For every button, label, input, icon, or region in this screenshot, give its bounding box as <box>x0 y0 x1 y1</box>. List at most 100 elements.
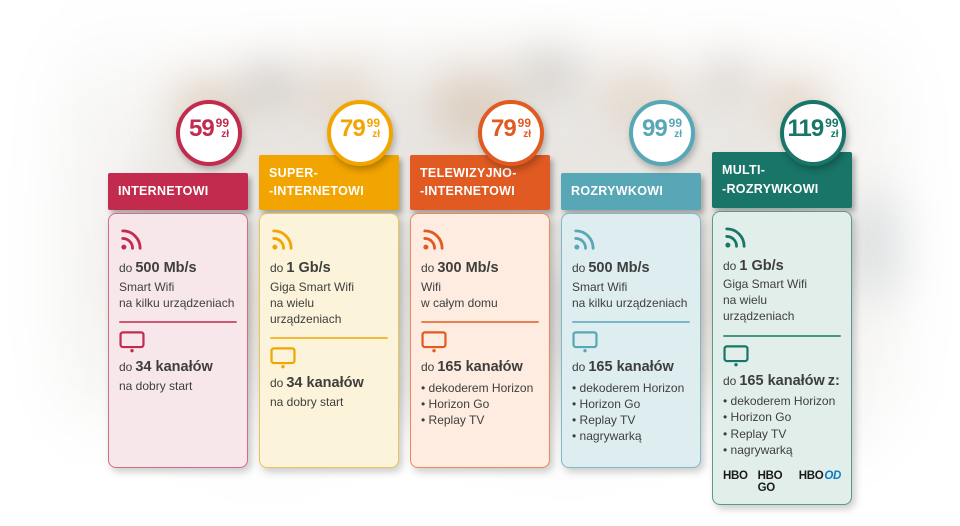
internet-speed-prefix: do <box>119 261 133 275</box>
bullet-item: Horizon Go <box>572 396 690 412</box>
plan-card-super-internetowi[interactable]: 79 99 zł SUPER- -INTERNETOWI <box>259 100 399 468</box>
tv-channels-prefix: do <box>572 359 586 374</box>
internet-speed-value: 500 Mb/s <box>588 260 650 276</box>
plan-header-zone: TELEWIZYJNO- -INTERNETOWI <box>410 152 550 210</box>
internet-detail: na wielu urządzeniach <box>270 295 342 326</box>
tv-channels-line: do 165 kanałów z: <box>723 372 841 392</box>
bullet-item: Replay TV <box>572 412 690 428</box>
internet-speed-line: do 1 Gb/s <box>270 259 388 279</box>
hbo-od-base: HBO <box>798 469 824 482</box>
tv-channels-prefix: do <box>723 373 737 388</box>
plan-ribbon: ROZRYWKOWI <box>561 173 701 210</box>
plan-ribbon: MULTI- -ROZRYWKOWI <box>712 152 852 208</box>
tv-channels-line: do 34 kanałów <box>270 374 388 394</box>
internet-speed-value: 500 Mb/s <box>135 260 197 276</box>
plan-card-telewizyjno-internetowi[interactable]: 79 99 zł TELEWIZYJNO- -INTERNETOWI <box>410 100 550 468</box>
feature-bullets: dekoderem Horizon Horizon Go Replay TV n… <box>572 380 690 445</box>
plan-card-multi-rozrywkowi[interactable]: 119 99 zł MULTI- -ROZRYWKOWI <box>712 100 852 505</box>
plan-name-line: -INTERNETOWI <box>269 184 365 199</box>
price-cents: 99 <box>215 116 230 130</box>
bullet-item: dekoderem Horizon <box>723 393 841 409</box>
internet-detail: na kilku urządzeniach <box>572 295 688 310</box>
tv-icon <box>421 331 447 353</box>
tv-channels-prefix: do <box>270 376 284 391</box>
internet-name: Smart Wifi <box>119 279 175 294</box>
price-amount: 119 <box>787 115 824 142</box>
tv-icon <box>119 331 145 353</box>
bullet-item: nagrywarką <box>572 428 690 444</box>
plan-details: do 500 Mb/s Smart Wifi na kilku urządzeni… <box>561 213 701 468</box>
tv-channels-suffix: z: <box>827 372 840 389</box>
price-badge: 59 99 zł <box>176 100 242 166</box>
plan-name-line: -INTERNETOWI <box>420 184 516 199</box>
hbo-logos: HBO HBO GO HBOOD <box>723 458 841 494</box>
plan-name-line: TELEWIZYJNO- <box>420 165 517 180</box>
tv-detail: na dobry start <box>119 378 193 393</box>
plan-header-zone: ROZRYWKOWI <box>561 152 701 210</box>
feature-bullets: dekoderem Horizon Horizon Go Replay TV <box>421 380 539 429</box>
tv-channels-value: 165 kanałów <box>588 358 674 375</box>
feature-bullets: dekoderem Horizon Horizon Go Replay TV n… <box>723 393 841 458</box>
plan-card-rozrywkowi[interactable]: 99 99 zł ROZRYWKOWI do 500 Mb/s <box>561 100 701 468</box>
hbo-go-logo: HBO GO <box>757 469 783 494</box>
price-cents: 99 <box>366 116 381 130</box>
internet-speed-line: do 300 Mb/s <box>421 259 539 279</box>
background-blob <box>240 50 295 105</box>
wifi-icon <box>725 226 746 248</box>
plan-name-line: MULTI- <box>722 163 766 177</box>
internet-detail: w całym domu <box>421 295 498 310</box>
price-badge: 79 99 zł <box>478 100 544 166</box>
bullet-item: dekoderem Horizon <box>572 380 690 396</box>
wifi-icon <box>121 229 142 250</box>
plan-details: do 1 Gb/s Giga Smart Wifi na wielu urządz… <box>712 210 852 505</box>
price-cents: 99 <box>517 116 532 130</box>
price-amount: 59 <box>188 115 215 142</box>
price-currency: zł <box>523 129 532 140</box>
internet-name: Wifi <box>421 279 441 294</box>
bullet-item: nagrywarką <box>723 442 841 458</box>
tv-channels-prefix: do <box>421 359 435 374</box>
background-blob <box>700 45 755 100</box>
plan-name-line: ROZRYWKOWI <box>571 184 664 199</box>
price-amount: 99 <box>641 115 668 142</box>
background-blob <box>520 35 580 90</box>
internet-speed-line: do 500 Mb/s <box>572 259 690 279</box>
price-currency: zł <box>674 129 683 140</box>
plan-details: do 1 Gb/s Giga Smart Wifi na wielu urządz… <box>259 213 399 468</box>
internet-speed-value: 1 Gb/s <box>286 260 331 276</box>
tv-channels-value: 34 kanałów <box>286 375 364 392</box>
bullet-item: Horizon Go <box>421 396 539 412</box>
section-divider <box>270 337 388 340</box>
price-currency: zł <box>372 129 381 140</box>
background-blob <box>850 190 930 300</box>
tv-channels-prefix: do <box>119 359 133 374</box>
wifi-icon <box>272 229 293 250</box>
section-divider <box>723 334 841 337</box>
plan-details: do 300 Mb/s Wifi w całym domu do 165 kanał… <box>410 213 550 468</box>
section-divider <box>421 320 539 323</box>
internet-speed-line: do 1 Gb/s <box>723 257 841 277</box>
hbo-logo: HBO <box>723 469 748 482</box>
section-divider <box>572 320 690 323</box>
internet-speed-prefix: do <box>723 258 737 273</box>
wifi-icon <box>423 229 444 250</box>
price-cents: 99 <box>825 116 839 130</box>
internet-speed-value: 1 Gb/s <box>739 257 784 274</box>
hbo-od-suffix: OD <box>824 469 841 482</box>
plan-card-internetowi[interactable]: 59 99 zł INTERNETOWI do 500 Mb/s <box>108 100 248 468</box>
tv-detail: na dobry start <box>270 394 344 409</box>
tv-icon <box>572 331 598 353</box>
tv-channels-line: do 34 kanałów <box>119 358 237 378</box>
internet-speed-prefix: do <box>572 261 586 275</box>
plan-name-line: -ROZRYWKOWI <box>722 181 819 196</box>
section-divider <box>119 320 237 323</box>
price-fraction: 99 zł <box>669 117 682 140</box>
internet-name: Smart Wifi <box>572 279 628 294</box>
price-badge: 79 99 zł <box>327 100 393 166</box>
tv-channels-value: 165 kanałów <box>437 358 523 375</box>
hbo-od-logo: HBOOD <box>798 469 842 494</box>
bullet-item: dekoderem Horizon <box>421 380 539 396</box>
price-badge: 119 99 zł <box>780 100 846 166</box>
tv-channels-line: do 165 kanałów <box>572 358 690 378</box>
